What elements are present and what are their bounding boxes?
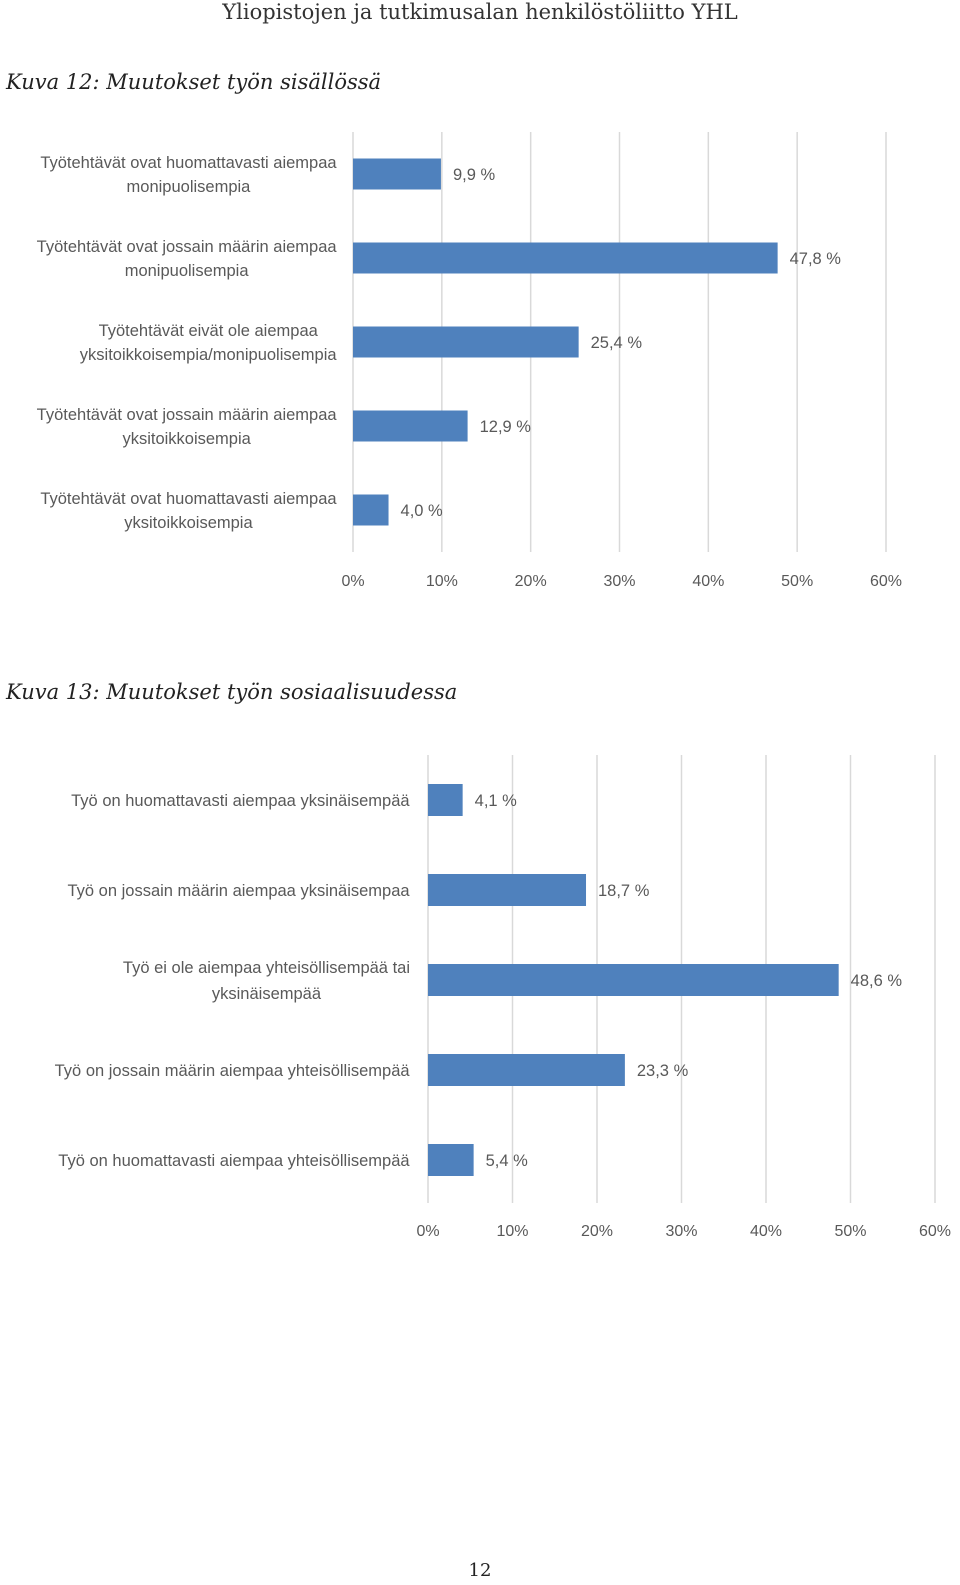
bar (428, 1054, 625, 1086)
bar (428, 874, 587, 906)
x-tick-label: 0% (341, 573, 364, 590)
category-label: Työtehtävät eivät ole aiempaa yksitoikkoi… (80, 322, 338, 364)
data-label: 47,8 % (790, 250, 842, 268)
data-label: 5,4 % (486, 1152, 529, 1170)
bar-chart-work-content: 0% 10% 20% 30% 40% 50% 60% 9,9 % Työtehtävät ova… (37, 132, 902, 590)
category-label: Työ on jossain määrin aiempaa yksinäisem… (67, 882, 410, 900)
x-tick-label: 20% (581, 1223, 613, 1240)
figure-caption-13: Kuva 13: Muutokset työn sosiaalisuudessa (6, 680, 458, 704)
category-label: Työtehtävät ovat huomattavasti aiempaa mo… (40, 154, 337, 196)
data-label: 12,9 % (480, 418, 532, 436)
data-label: 9,9 % (453, 166, 496, 184)
x-tick-label: 20% (515, 573, 547, 590)
category-label: Työ on jossain määrin aiempaa yhteisölli… (55, 1062, 411, 1080)
x-tick-label: 60% (870, 573, 902, 590)
x-tick-label: 10% (426, 573, 458, 590)
bar (353, 326, 579, 358)
bar (353, 494, 389, 526)
x-tick-label: 50% (834, 1223, 866, 1240)
x-tick-label: 40% (750, 1223, 782, 1240)
category-label: Työ on huomattavasti aiempaa yhteisöllis… (58, 1152, 410, 1170)
category-label: Työ on huomattavasti aiempaa yksinäisemp… (71, 792, 410, 810)
x-tick-label: 30% (603, 573, 635, 590)
category-label: Työtehtävät ovat jossain määrin aiempaa y… (37, 406, 338, 448)
category-label: Työ ei ole aiempaa yhteisöllisempää tai y… (123, 959, 410, 1003)
data-label: 4,1 % (475, 792, 518, 810)
x-tick-label: 0% (416, 1223, 439, 1240)
figure-caption-12: Kuva 12: Muutokset työn sisällössä (6, 70, 382, 94)
bar (353, 410, 468, 442)
bar (353, 158, 441, 190)
data-label: 23,3 % (637, 1062, 689, 1080)
bar-chart-work-sociality: 0% 10% 20% 30% 40% 50% 60% 4,1 % Työ on huomatta… (55, 755, 951, 1240)
page-header: Yliopistojen ja tutkimusalan henkilöstöl… (222, 0, 738, 24)
x-tick-label: 50% (781, 573, 813, 590)
x-tick-label: 60% (919, 1223, 951, 1240)
bar (428, 1144, 474, 1176)
x-tick-label: 30% (665, 1223, 697, 1240)
data-label: 25,4 % (591, 334, 643, 352)
x-tick-label: 40% (692, 573, 724, 590)
bar (428, 784, 463, 816)
bar (428, 964, 839, 996)
data-label: 4,0 % (401, 502, 444, 520)
category-label: Työtehtävät ovat jossain määrin aiempaa m… (37, 238, 338, 280)
x-tick-label: 10% (496, 1223, 528, 1240)
data-label: 48,6 % (851, 972, 903, 990)
category-label: Työtehtävät ovat huomattavasti aiempaa yk… (40, 490, 337, 532)
page-number: 12 (468, 1560, 492, 1581)
data-label: 18,7 % (598, 882, 650, 900)
bar (353, 242, 778, 274)
